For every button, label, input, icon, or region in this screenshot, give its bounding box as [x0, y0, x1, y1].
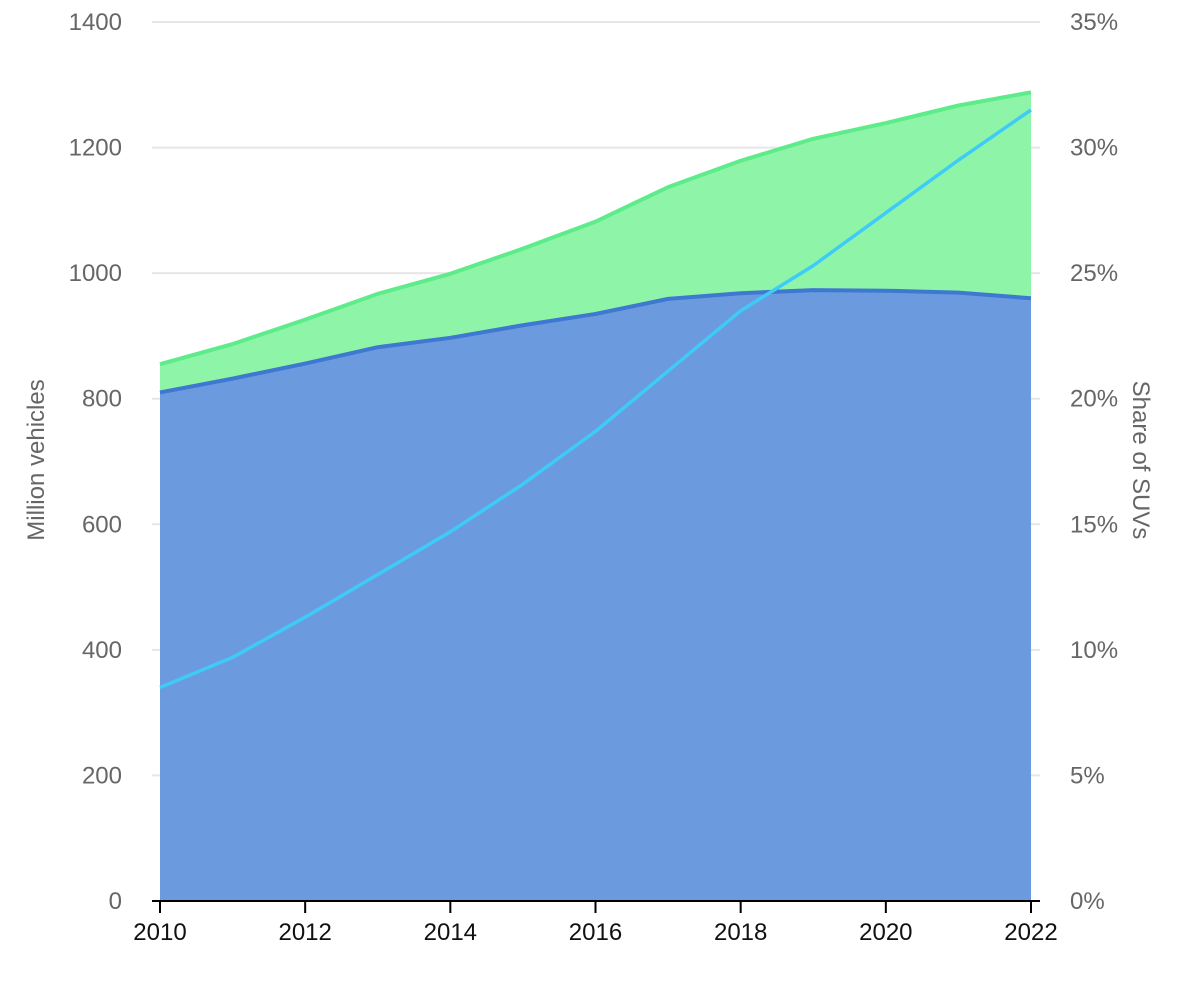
share-line-series	[159, 108, 1032, 690]
right-axis-ticks: 0% 5% 10% 15% 20% 25% 30% 35%	[1070, 9, 1118, 915]
left-tick-label: 400	[82, 637, 122, 664]
right-tick-label: 15%	[1070, 511, 1118, 538]
x-tick-label: 2010	[133, 919, 186, 946]
x-axis: 2010 2012 2014 2016 2018 2020 2022	[133, 900, 1058, 946]
right-axis-title: Share of SUVs	[1127, 381, 1154, 540]
line-series	[159, 90, 1032, 690]
x-tick-label: 2012	[278, 919, 331, 946]
right-tick-label: 25%	[1070, 260, 1118, 287]
x-tick-label: 2022	[1004, 919, 1057, 946]
left-axis-title: Million vehicles	[23, 379, 50, 540]
right-tick-label: 5%	[1070, 762, 1105, 789]
left-tick-label: 200	[82, 762, 122, 789]
right-tick-label: 35%	[1070, 9, 1118, 36]
left-tick-label: 0	[109, 888, 122, 915]
left-tick-label: 800	[82, 386, 122, 413]
x-tick-label: 2020	[859, 919, 912, 946]
left-tick-label: 1200	[69, 135, 122, 162]
right-tick-label: 20%	[1070, 386, 1118, 413]
x-tick-label: 2016	[569, 919, 622, 946]
area-series	[160, 92, 1031, 902]
area-series-1	[160, 92, 1031, 393]
left-tick-label: 1400	[69, 9, 122, 36]
area-series-0	[160, 290, 1031, 902]
right-tick-label: 10%	[1070, 637, 1118, 664]
x-tick-label: 2018	[714, 919, 767, 946]
right-tick-label: 30%	[1070, 135, 1118, 162]
area-series-1-line	[159, 90, 1032, 367]
x-tick-label: 2014	[424, 919, 477, 946]
left-axis-ticks: 0 200 400 600 800 1000 1200 1400	[69, 9, 122, 915]
left-tick-label: 1000	[69, 260, 122, 287]
left-tick-label: 600	[82, 511, 122, 538]
right-tick-label: 0%	[1070, 888, 1105, 915]
area-series-0-line	[159, 288, 1032, 395]
